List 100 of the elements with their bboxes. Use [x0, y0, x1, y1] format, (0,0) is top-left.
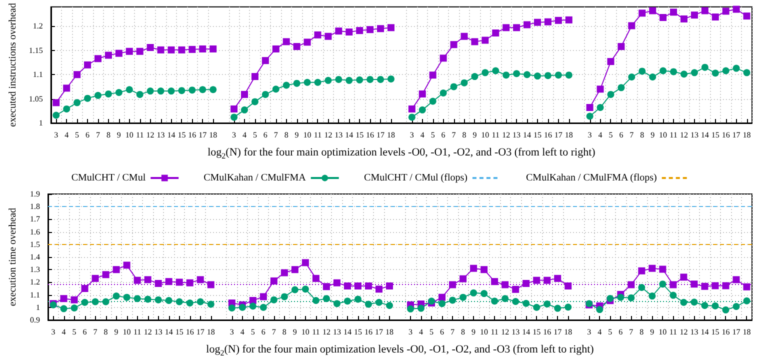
- x-tick-label: 17: [374, 328, 383, 336]
- x-tick-label: 12: [502, 130, 510, 140]
- x-tick-label: 11: [490, 328, 498, 336]
- x-tick-label: 9: [294, 130, 299, 140]
- y-tick-label: 1: [36, 302, 40, 312]
- x-tick-label: 11: [670, 130, 678, 140]
- x-tick-label: 18: [564, 130, 573, 140]
- x-tick-label: 5: [75, 130, 80, 140]
- x-tick-label: 14: [522, 328, 530, 336]
- x-tick-label: 8: [106, 130, 110, 140]
- x-tick-label: 18: [564, 328, 572, 336]
- x-tick-label: 10: [658, 328, 667, 336]
- x-tick-label: 7: [629, 328, 634, 336]
- x-tick-label: 9: [472, 130, 477, 140]
- x-tick-label: 10: [122, 328, 131, 336]
- x-tick-label: 15: [532, 328, 541, 336]
- x-tick-label: 8: [462, 130, 466, 140]
- x-tick-label: 18: [209, 130, 218, 140]
- x-tick-label: 9: [116, 130, 121, 140]
- x-tick-label: 8: [282, 328, 286, 336]
- y-tick-label: 1.7: [30, 214, 40, 224]
- x-tick-label: 18: [385, 328, 394, 336]
- x-tick-label: 11: [669, 328, 678, 336]
- y-tick-label: 1.6: [30, 227, 40, 236]
- x-tick-label: 6: [86, 130, 90, 140]
- y-tick-label: 1.05: [28, 94, 43, 104]
- x-tick-label: 5: [430, 328, 434, 336]
- x-tick-label: 15: [356, 130, 364, 140]
- x-tick-label: 14: [700, 130, 709, 140]
- x-tick-label: 11: [133, 328, 142, 336]
- x-tick-label: 18: [742, 130, 751, 140]
- x-tick-label: 15: [354, 328, 362, 336]
- x-tick-label: 7: [452, 130, 456, 140]
- x-tick-label: 15: [178, 130, 186, 140]
- x-tick-label: 5: [430, 130, 435, 140]
- y-tick-label: 1.2: [32, 22, 43, 31]
- x-tick-label: 17: [554, 328, 562, 336]
- x-tick-label: 8: [640, 328, 644, 336]
- x-tick-label: 14: [343, 328, 352, 336]
- x-tick-label: 9: [292, 328, 297, 336]
- x-tick-label: 17: [196, 328, 204, 336]
- x-tick-label: 18: [386, 130, 395, 140]
- x-tick-label: 15: [711, 130, 720, 140]
- x-tick-label: 6: [440, 328, 444, 336]
- x-tick-label: 4: [62, 328, 66, 336]
- x-tick-label: 10: [301, 328, 310, 336]
- y-tick-label: 1.9: [30, 190, 40, 198]
- x-tick-label: 13: [156, 130, 165, 140]
- y-tick-label: 1.5: [30, 240, 40, 249]
- x-tick-label: 6: [618, 328, 623, 336]
- x-tick-label: 12: [501, 328, 510, 336]
- x-tick-label: 7: [274, 130, 278, 140]
- x-tick-label: 8: [104, 328, 108, 336]
- x-tick-label: 5: [250, 328, 255, 336]
- x-tick-label: 16: [366, 130, 374, 140]
- x-tick-label: 3: [54, 130, 58, 140]
- x-tick-label: 12: [146, 130, 154, 140]
- x-tick-label: 18: [742, 328, 751, 336]
- x-tick-label: 11: [312, 328, 320, 336]
- x-tick-label: 7: [630, 130, 634, 140]
- x-tick-label: 17: [732, 130, 740, 140]
- x-tick-label: 3: [230, 328, 234, 336]
- y-tick-label: 0.9: [30, 316, 40, 324]
- y-tick-label: 1.15: [28, 46, 43, 55]
- legend-label: CMulCHT / CMul: [71, 172, 146, 184]
- x-tick-label: 4: [240, 328, 244, 336]
- x-tick-label: 17: [732, 328, 740, 336]
- x-tick-label: 16: [186, 328, 194, 336]
- x-tick-label: 13: [690, 328, 698, 336]
- x-tick-label: 9: [114, 328, 118, 336]
- x-tick-label: 13: [690, 130, 698, 140]
- x-tick-label: 13: [512, 130, 521, 140]
- x-tick-label: 10: [125, 130, 134, 140]
- x-tick-label: 4: [419, 328, 424, 336]
- x-tick-label: 4: [598, 328, 602, 336]
- x-tick-label: 10: [480, 328, 488, 336]
- x-tick-label: 14: [523, 130, 532, 140]
- x-tick-label: 12: [324, 130, 332, 140]
- x-tick-label: 6: [82, 328, 87, 336]
- x-tick-label: 3: [51, 328, 56, 336]
- legend-label: CMulKahan / CMulFMA: [204, 172, 307, 184]
- x-tick-label: 14: [167, 130, 176, 140]
- x-tick-label: 8: [284, 130, 288, 140]
- x-tick-label: 5: [72, 328, 76, 336]
- x-tick-label: 16: [364, 328, 372, 336]
- x-tick-label: 13: [512, 328, 520, 336]
- x-tick-label: 12: [144, 328, 152, 336]
- x-tick-label: 14: [345, 130, 354, 140]
- y-tick-label: 1.2: [30, 278, 40, 287]
- y-tick-label: 1: [38, 118, 43, 128]
- x-tick-label: 18: [206, 328, 215, 336]
- x-tick-label: 3: [232, 130, 236, 140]
- y-tick-label: 1.4: [30, 252, 40, 262]
- x-tick-label: 3: [587, 328, 592, 336]
- x-tick-label: 16: [722, 328, 730, 336]
- x-tick-label: 3: [408, 328, 413, 336]
- y-axis-title: executed instructions overhead: [8, 3, 18, 127]
- legend-label: CMulCHT / CMul (flops): [364, 172, 468, 184]
- y-tick-label: 1.1: [30, 290, 40, 300]
- x-tick-label: 5: [252, 130, 257, 140]
